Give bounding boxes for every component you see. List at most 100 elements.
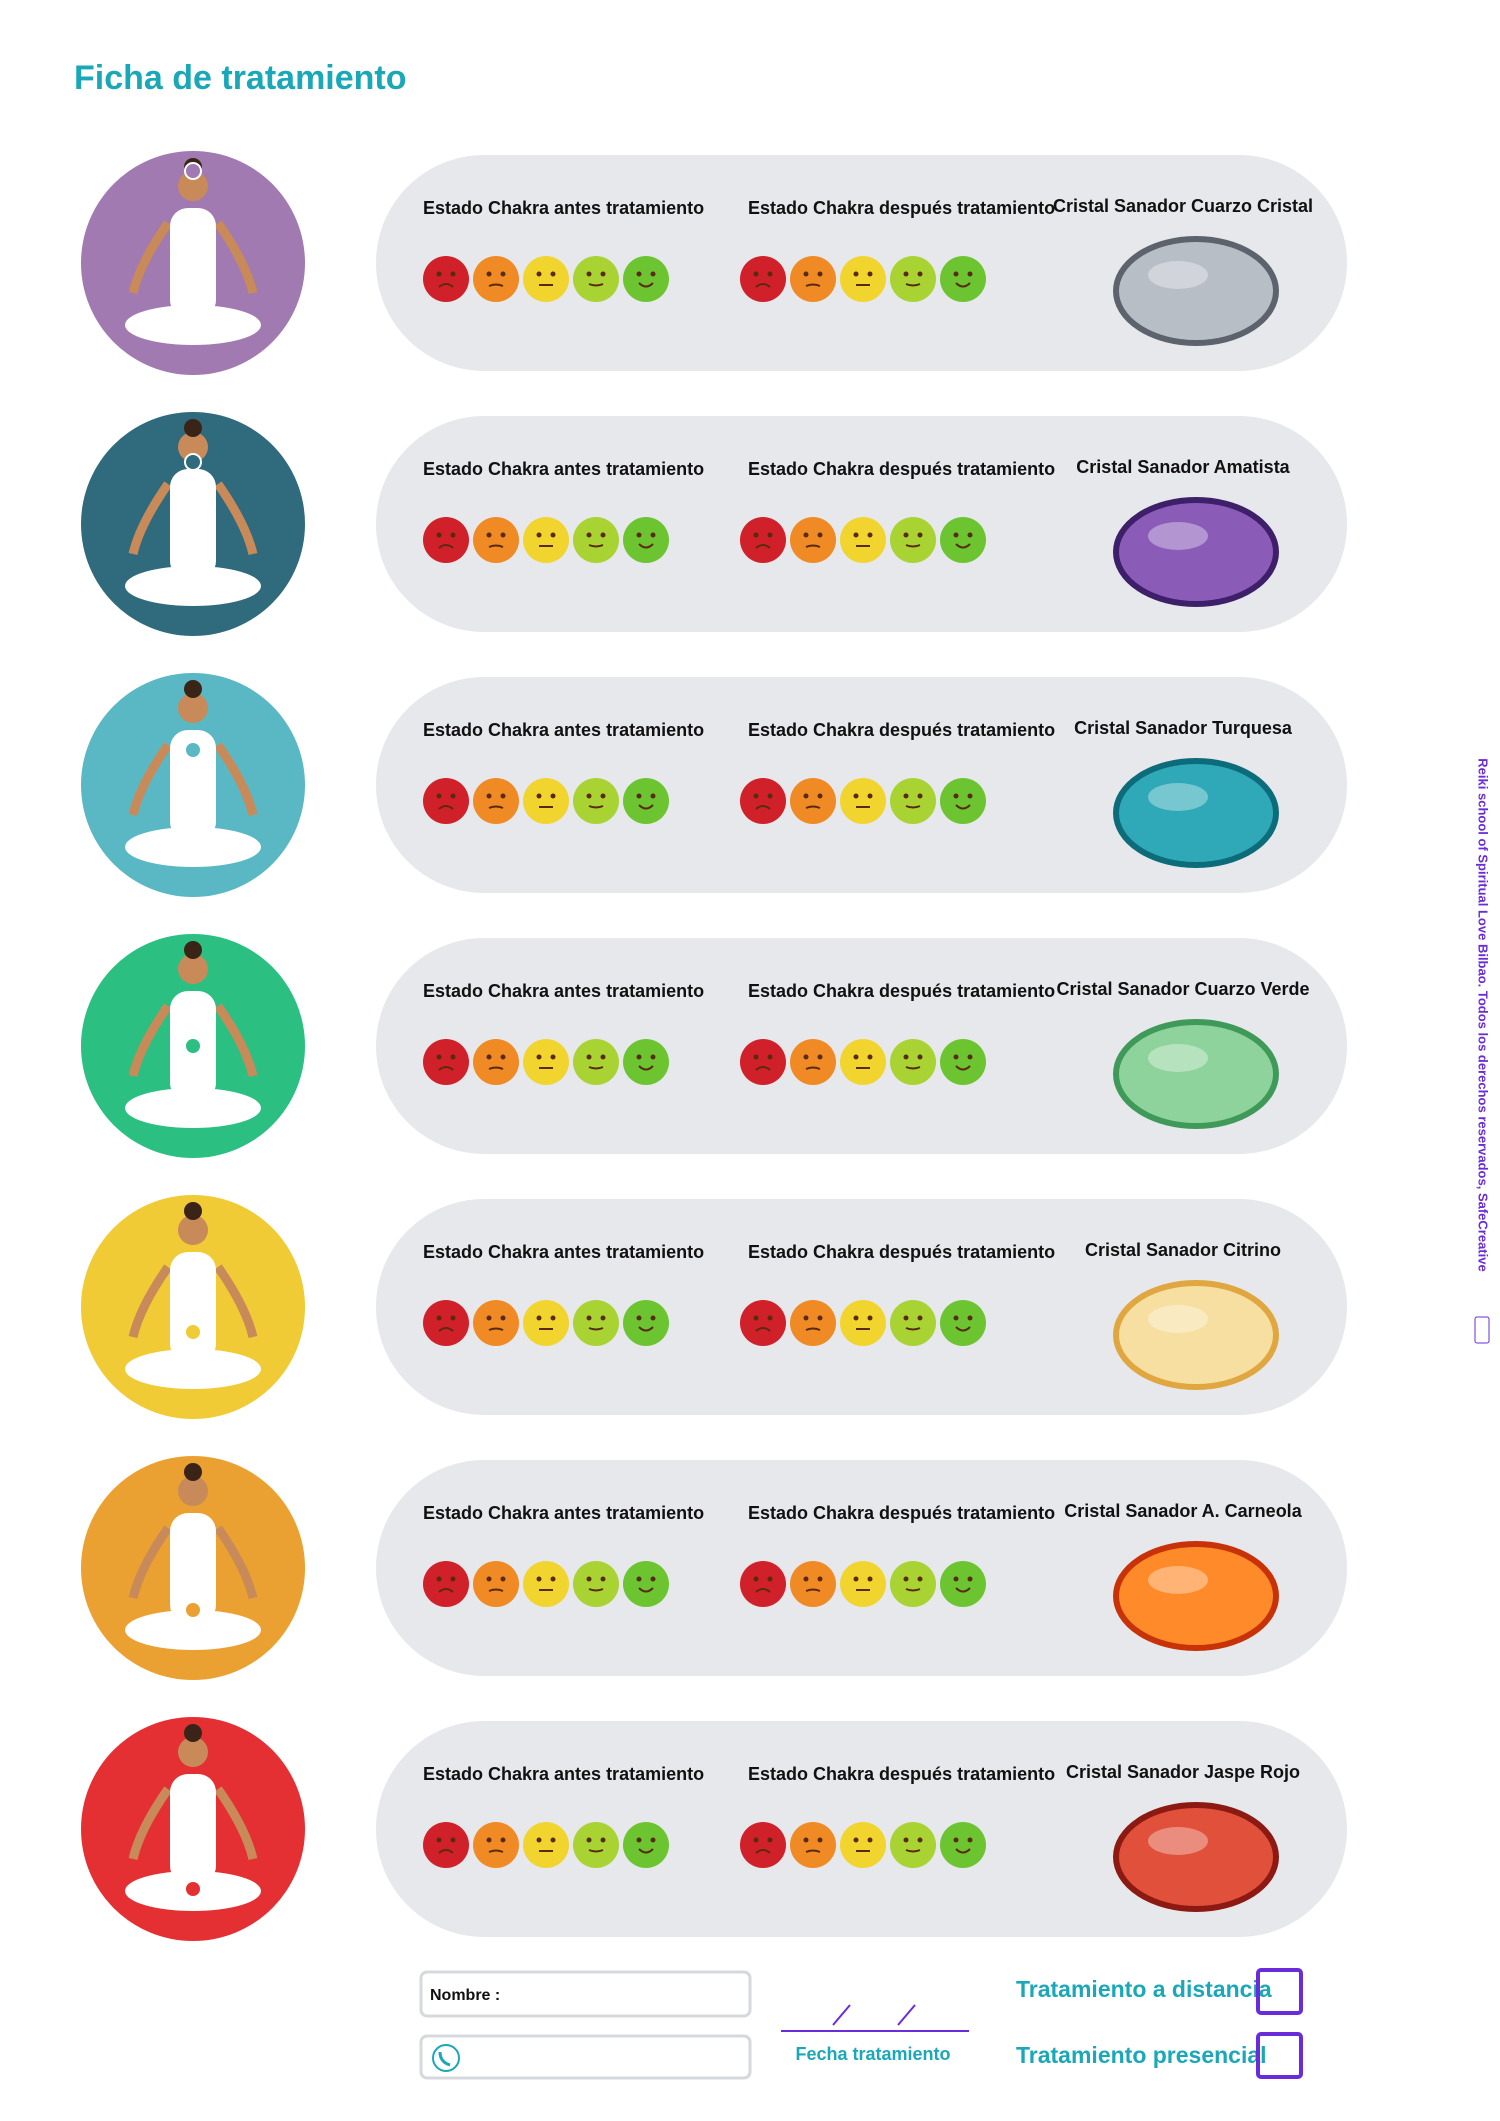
emoji-face[interactable]	[890, 1300, 936, 1346]
emoji-face[interactable]	[840, 517, 886, 563]
emoji-eye	[767, 1054, 773, 1060]
phone-field[interactable]	[419, 2034, 752, 2080]
emoji-eye	[650, 793, 656, 799]
crystal-label: Cristal Sanador Cuarzo Cristal	[1053, 196, 1313, 216]
emoji-face[interactable]	[940, 517, 986, 563]
emoji-face[interactable]	[890, 256, 936, 302]
emoji-eye	[500, 1054, 506, 1060]
emoji-face[interactable]	[790, 256, 836, 302]
emoji-face[interactable]	[473, 1561, 519, 1607]
emoji-face[interactable]	[840, 1300, 886, 1346]
emoji-eye	[586, 271, 592, 277]
emoji-face[interactable]	[573, 778, 619, 824]
emoji-face[interactable]	[740, 1822, 786, 1868]
emoji-eye	[586, 793, 592, 799]
emoji-face[interactable]	[523, 1822, 569, 1868]
checkbox[interactable]	[1256, 2032, 1303, 2079]
emoji-face[interactable]	[840, 256, 886, 302]
emoji-eye	[817, 1315, 823, 1321]
crystal-label: Cristal Sanador Amatista	[1076, 457, 1290, 477]
after-label: Estado Chakra después tratamiento	[748, 1503, 1055, 1523]
emoji-eye	[600, 793, 606, 799]
emoji-face[interactable]	[940, 256, 986, 302]
emoji-face[interactable]	[523, 517, 569, 563]
emoji-face[interactable]	[790, 517, 836, 563]
emoji-circle	[890, 517, 936, 563]
emoji-face[interactable]	[740, 256, 786, 302]
emoji-face[interactable]	[423, 778, 469, 824]
checkbox[interactable]	[1256, 1968, 1303, 2015]
emoji-face[interactable]	[740, 778, 786, 824]
emoji-face[interactable]	[790, 778, 836, 824]
emoji-face[interactable]	[840, 1561, 886, 1607]
emoji-face[interactable]	[423, 1300, 469, 1346]
emoji-face[interactable]	[940, 1039, 986, 1085]
emoji-face[interactable]	[623, 517, 669, 563]
figure-arms	[128, 1786, 258, 1861]
figure-body	[170, 208, 216, 318]
emoji-face[interactable]	[890, 1561, 936, 1607]
name-field[interactable]	[419, 1970, 752, 2018]
emoji-face[interactable]	[523, 778, 569, 824]
emoji-face[interactable]	[573, 1300, 619, 1346]
emoji-face[interactable]	[423, 1039, 469, 1085]
emoji-face[interactable]	[840, 1822, 886, 1868]
emoji-face[interactable]	[890, 778, 936, 824]
emoji-face[interactable]	[573, 517, 619, 563]
emoji-face[interactable]	[890, 1039, 936, 1085]
emoji-circle	[573, 1300, 619, 1346]
emoji-face[interactable]	[423, 1822, 469, 1868]
emoji-face[interactable]	[423, 1561, 469, 1607]
emoji-face[interactable]	[623, 778, 669, 824]
emoji-face[interactable]	[790, 1561, 836, 1607]
emoji-face[interactable]	[940, 1300, 986, 1346]
emoji-eye	[450, 1576, 456, 1582]
emoji-face[interactable]	[573, 1822, 619, 1868]
emoji-face[interactable]	[623, 1822, 669, 1868]
emoji-face[interactable]	[473, 517, 519, 563]
emoji-face[interactable]	[623, 256, 669, 302]
emoji-face[interactable]	[523, 1039, 569, 1085]
emoji-face[interactable]	[740, 1561, 786, 1607]
emoji-eye	[600, 1837, 606, 1843]
emoji-face[interactable]	[840, 778, 886, 824]
emoji-face[interactable]	[740, 517, 786, 563]
emoji-circle	[423, 517, 469, 563]
emoji-face[interactable]	[573, 256, 619, 302]
emoji-face[interactable]	[473, 778, 519, 824]
emoji-face[interactable]	[473, 1822, 519, 1868]
emoji-face[interactable]	[523, 256, 569, 302]
emoji-face[interactable]	[523, 1300, 569, 1346]
emoji-face[interactable]	[623, 1300, 669, 1346]
emoji-mouth	[588, 1066, 604, 1070]
emoji-face[interactable]	[890, 517, 936, 563]
emoji-face[interactable]	[423, 256, 469, 302]
emoji-face[interactable]	[573, 1039, 619, 1085]
emoji-face[interactable]	[623, 1561, 669, 1607]
emoji-face[interactable]	[790, 1039, 836, 1085]
emoji-face[interactable]	[740, 1039, 786, 1085]
emoji-mouth	[488, 283, 504, 287]
footer-form: Nombre : Fecha tratamiento Tratamiento a…	[419, 1968, 1303, 2080]
emoji-face[interactable]	[623, 1039, 669, 1085]
emoji-face[interactable]	[473, 1300, 519, 1346]
emoji-face[interactable]	[840, 1039, 886, 1085]
emoji-face[interactable]	[940, 1822, 986, 1868]
emoji-mouth	[638, 282, 654, 288]
emoji-face[interactable]	[740, 1300, 786, 1346]
emoji-face[interactable]	[940, 778, 986, 824]
figure-arms	[128, 1264, 258, 1339]
emoji-face[interactable]	[523, 1561, 569, 1607]
emoji-circle	[473, 1300, 519, 1346]
emoji-face[interactable]	[940, 1561, 986, 1607]
emoji-face[interactable]	[890, 1822, 936, 1868]
emoji-face[interactable]	[473, 256, 519, 302]
emoji-face[interactable]	[790, 1822, 836, 1868]
emoji-face[interactable]	[423, 517, 469, 563]
emoji-mouth	[638, 1326, 654, 1332]
emoji-mouth	[638, 1848, 654, 1854]
emoji-face[interactable]	[790, 1300, 836, 1346]
emoji-face[interactable]	[573, 1561, 619, 1607]
emoji-eye	[853, 1576, 859, 1582]
emoji-face[interactable]	[473, 1039, 519, 1085]
